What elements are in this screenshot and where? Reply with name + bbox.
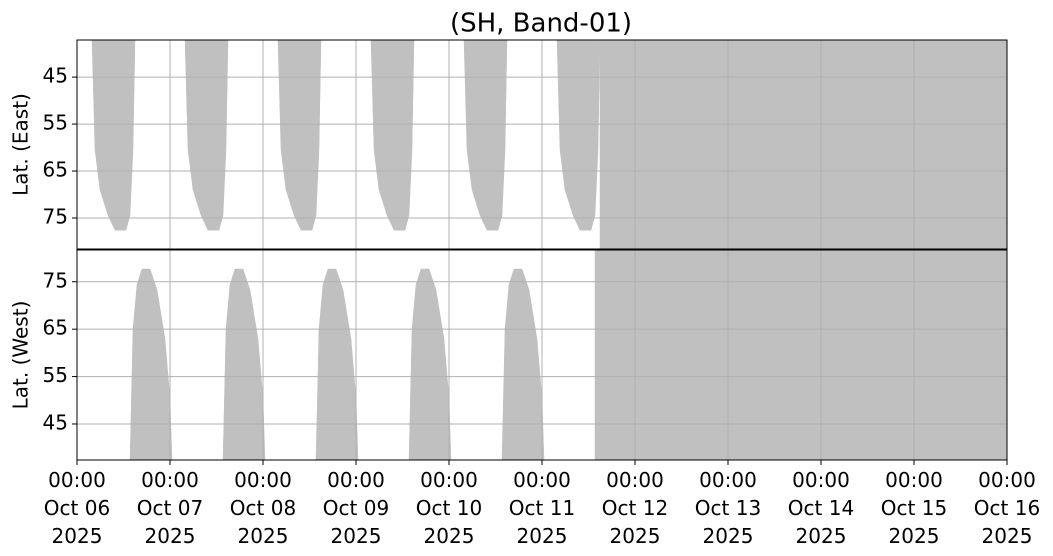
y-axis-label: Lat. (West) xyxy=(9,301,33,410)
x-tick-label: 00:00 Oct 08 2025 xyxy=(230,468,296,548)
x-tick-label: 00:00 Oct 10 2025 xyxy=(416,468,482,548)
coverage-area xyxy=(315,268,359,461)
x-tick-label: 00:00 Oct 06 2025 xyxy=(44,468,110,548)
x-tick-label: 00:00 Oct 11 2025 xyxy=(509,468,575,548)
y-tick-label: 65 xyxy=(43,316,68,340)
y-tick-label: 75 xyxy=(43,205,68,229)
plot-frame xyxy=(76,39,1008,250)
coverage-area xyxy=(463,39,508,231)
y-tick-label: 75 xyxy=(43,268,68,292)
x-tick-label: 00:00 Oct 13 2025 xyxy=(695,468,761,548)
x-tick-label: 00:00 Oct 09 2025 xyxy=(323,468,389,548)
coverage-area xyxy=(370,39,415,231)
coverage-area xyxy=(501,268,545,461)
y-tick-label: 65 xyxy=(43,158,68,182)
coverage-area xyxy=(129,268,173,461)
x-tick-label: 00:00 Oct 14 2025 xyxy=(788,468,854,548)
x-tick-label: 00:00 Oct 07 2025 xyxy=(137,468,203,548)
x-tick-label: 00:00 Oct 15 2025 xyxy=(881,468,947,548)
y-tick-label: 55 xyxy=(43,363,68,387)
coverage-area xyxy=(222,268,266,461)
chart-title: (SH, Band-01) xyxy=(450,9,632,39)
x-tick-label: 00:00 Oct 16 2025 xyxy=(974,468,1040,548)
coverage-area xyxy=(184,39,229,231)
y-tick-label: 55 xyxy=(43,111,68,135)
y-tick-label: 45 xyxy=(43,64,68,88)
coverage-area xyxy=(408,268,452,461)
y-axis-label: Lat. (East) xyxy=(9,93,33,196)
coverage-area xyxy=(91,39,136,231)
coverage-area xyxy=(556,39,601,231)
y-tick-label: 45 xyxy=(43,410,68,434)
x-tick-label: 00:00 Oct 12 2025 xyxy=(602,468,668,548)
coverage-area xyxy=(277,39,322,231)
